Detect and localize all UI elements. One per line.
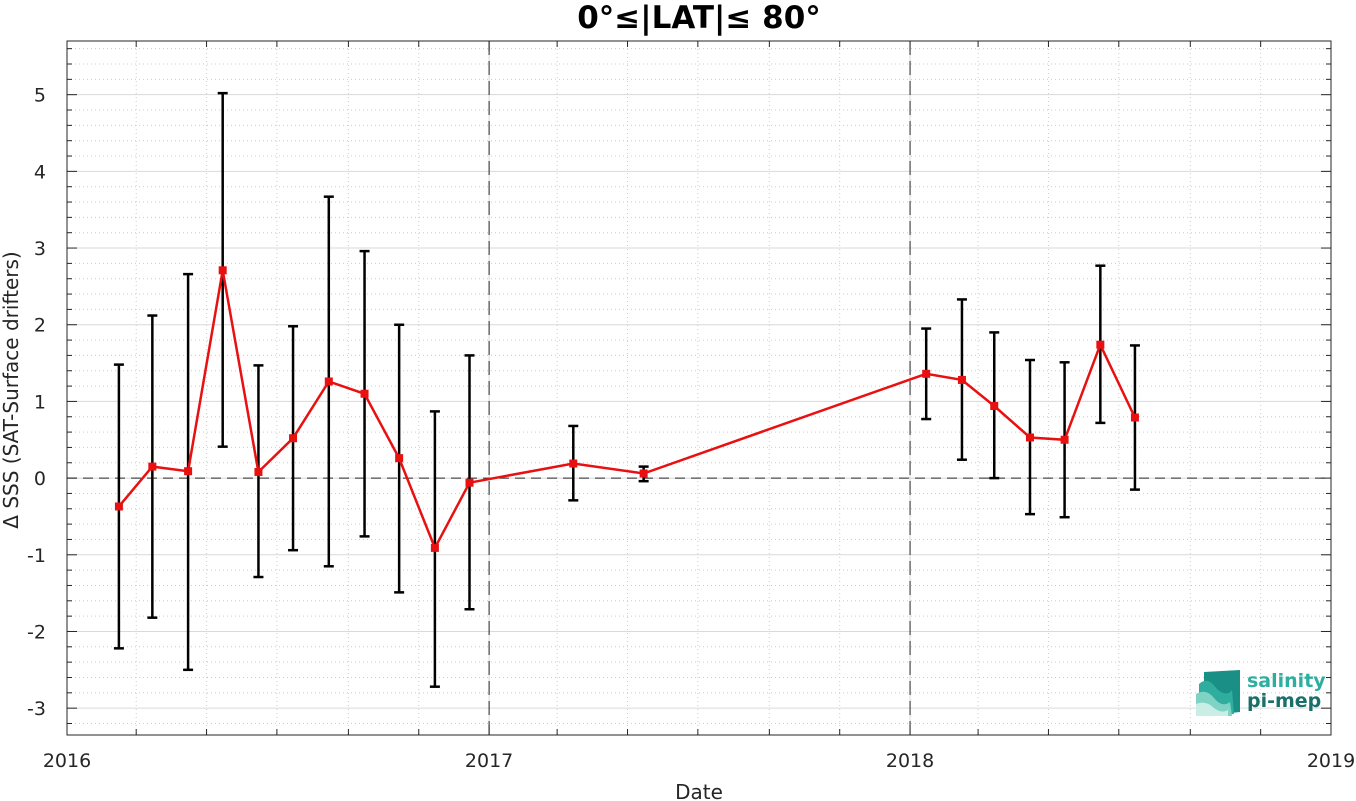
data-point-marker bbox=[114, 502, 123, 511]
data-point-marker bbox=[957, 375, 966, 384]
data-point-marker bbox=[465, 478, 474, 487]
x-tick-label: 2017 bbox=[465, 750, 513, 772]
data-point-marker bbox=[1060, 435, 1069, 444]
x-tick-label: 2018 bbox=[886, 750, 934, 772]
data-point-marker bbox=[1025, 433, 1034, 442]
wave-logo-icon bbox=[1196, 670, 1240, 716]
data-point-marker bbox=[324, 377, 333, 386]
y-tick-label: 0 bbox=[34, 468, 46, 490]
plot-frame bbox=[66, 40, 1332, 736]
y-tick-label: 3 bbox=[34, 238, 46, 260]
data-point-marker bbox=[184, 467, 193, 476]
plot-area bbox=[67, 41, 1331, 735]
data-point-marker bbox=[395, 454, 404, 463]
y-tick-label: -1 bbox=[27, 545, 46, 567]
data-point-marker bbox=[254, 467, 263, 476]
data-point-marker bbox=[289, 434, 298, 443]
series-markers bbox=[114, 266, 1139, 552]
axis-ticks bbox=[66, 41, 1332, 735]
data-point-marker bbox=[569, 459, 578, 468]
chart-title: 0°≤|LAT|≤ 80° bbox=[577, 0, 821, 36]
data-point-marker bbox=[360, 389, 369, 398]
data-point-marker bbox=[430, 543, 439, 552]
y-tick-label: -3 bbox=[27, 698, 46, 720]
minor-grid bbox=[67, 41, 1331, 735]
x-tick-label: 2019 bbox=[1307, 750, 1355, 772]
data-point-marker bbox=[218, 266, 227, 275]
y-axis-label: Δ SSS (SAT-Surface drifters) bbox=[0, 251, 23, 528]
reference-lines bbox=[67, 41, 1331, 735]
data-point-marker bbox=[990, 402, 999, 411]
x-tick-label: 2016 bbox=[43, 750, 91, 772]
data-point-marker bbox=[1096, 340, 1105, 349]
series-line bbox=[117, 270, 1137, 551]
y-tick-label: 2 bbox=[34, 315, 46, 337]
y-tick-label: 5 bbox=[34, 85, 46, 107]
data-point-marker bbox=[922, 369, 931, 378]
data-point-marker bbox=[639, 469, 648, 478]
y-tick-label: -2 bbox=[27, 621, 46, 643]
y-tick-label: 1 bbox=[34, 391, 46, 413]
logo-line-2: pi-mep bbox=[1247, 690, 1321, 712]
x-axis-label: Date bbox=[675, 780, 723, 801]
logo-line-1: salinity bbox=[1247, 670, 1326, 692]
data-point-marker bbox=[1130, 413, 1139, 422]
data-point-marker bbox=[148, 462, 157, 471]
salinity-pi-mep-logo: salinity pi-mep bbox=[1196, 670, 1326, 716]
tick-labels: -3 -2 -1 0 1 2 3 4 5 2016 2017 2018 2019 bbox=[27, 85, 1355, 772]
y-tick-label: 4 bbox=[34, 161, 46, 183]
